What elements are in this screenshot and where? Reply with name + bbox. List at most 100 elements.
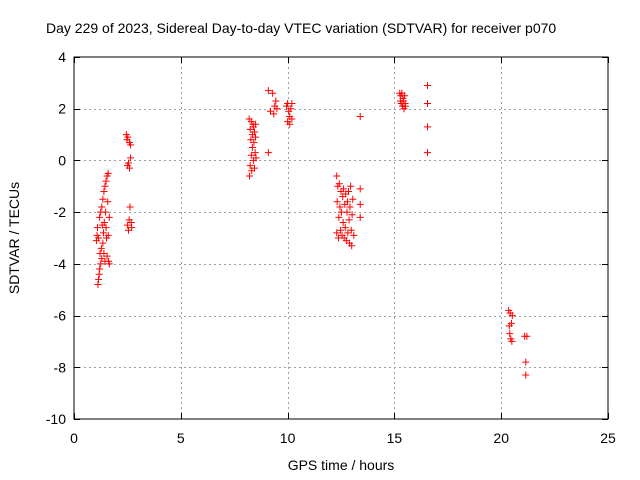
data-point bbox=[126, 164, 134, 172]
data-point bbox=[288, 100, 296, 108]
data-point bbox=[288, 115, 296, 123]
data-point bbox=[424, 81, 432, 89]
y-tick-label: -8 bbox=[54, 359, 67, 375]
data-point bbox=[339, 218, 347, 226]
data-point bbox=[522, 358, 530, 366]
data-point bbox=[124, 133, 132, 141]
data-point bbox=[102, 224, 110, 232]
data-point bbox=[124, 159, 132, 167]
data-point bbox=[335, 213, 343, 221]
data-point bbox=[523, 332, 531, 340]
data-point bbox=[348, 242, 356, 250]
data-point bbox=[345, 216, 353, 224]
data-point bbox=[251, 149, 259, 157]
data-point bbox=[270, 110, 278, 118]
data-point bbox=[250, 164, 258, 172]
data-point bbox=[252, 133, 260, 141]
data-point bbox=[93, 224, 101, 232]
y-ticks: -10 -8 -6 -4 -2 0 2 4 bbox=[46, 49, 608, 427]
data-point bbox=[104, 231, 112, 239]
plot-frame bbox=[73, 56, 609, 420]
data-point bbox=[272, 97, 280, 105]
data-point bbox=[128, 224, 136, 232]
data-point bbox=[269, 89, 277, 97]
data-point bbox=[104, 169, 112, 177]
data-point bbox=[250, 128, 258, 136]
data-point bbox=[356, 185, 364, 193]
data-points bbox=[92, 81, 531, 379]
data-point bbox=[250, 138, 258, 146]
data-point bbox=[104, 198, 112, 206]
data-point bbox=[99, 239, 107, 247]
chart-title: Day 229 of 2023, Sidereal Day-to-day VTE… bbox=[46, 20, 556, 36]
data-point bbox=[105, 213, 113, 221]
data-point bbox=[123, 221, 131, 229]
data-point bbox=[127, 141, 135, 149]
data-point bbox=[252, 120, 260, 128]
data-point bbox=[344, 187, 352, 195]
x-tick-label: 15 bbox=[387, 430, 403, 446]
data-point bbox=[333, 172, 341, 180]
data-point bbox=[506, 330, 514, 338]
x-tick-label: 20 bbox=[493, 430, 509, 446]
data-point bbox=[97, 244, 105, 252]
data-point bbox=[337, 226, 345, 234]
data-point bbox=[252, 154, 260, 162]
data-point bbox=[508, 337, 516, 345]
data-point bbox=[424, 149, 432, 157]
data-point bbox=[94, 281, 102, 289]
data-point bbox=[333, 198, 341, 206]
data-point bbox=[522, 371, 530, 379]
x-tick-label: 10 bbox=[280, 430, 296, 446]
data-point bbox=[349, 195, 357, 203]
data-point bbox=[101, 182, 109, 190]
data-point bbox=[424, 100, 432, 108]
y-tick-label: 0 bbox=[58, 152, 66, 168]
data-point bbox=[348, 211, 356, 219]
data-point bbox=[96, 265, 104, 273]
data-point bbox=[402, 102, 410, 110]
data-point bbox=[97, 260, 105, 268]
data-point bbox=[347, 226, 355, 234]
data-point bbox=[341, 224, 349, 232]
data-point bbox=[287, 105, 295, 113]
data-point bbox=[248, 144, 256, 151]
data-point bbox=[424, 123, 432, 131]
data-point bbox=[264, 87, 272, 95]
y-tick-label: 4 bbox=[58, 49, 66, 65]
data-point bbox=[343, 198, 351, 206]
data-point bbox=[99, 229, 107, 237]
data-point bbox=[95, 234, 103, 242]
data-point bbox=[340, 185, 348, 193]
data-point bbox=[100, 218, 108, 226]
y-tick-label: -4 bbox=[54, 256, 67, 272]
data-point bbox=[356, 213, 364, 221]
data-point bbox=[335, 180, 343, 188]
y-tick-label: -2 bbox=[54, 204, 67, 220]
y-tick-label: -10 bbox=[46, 411, 66, 427]
data-point bbox=[105, 260, 113, 268]
data-point bbox=[102, 208, 110, 216]
x-axis-label: GPS time / hours bbox=[288, 457, 395, 473]
data-point bbox=[103, 252, 111, 260]
data-point bbox=[336, 203, 344, 211]
data-point bbox=[350, 231, 358, 239]
data-point bbox=[96, 213, 104, 221]
data-point bbox=[333, 229, 341, 237]
data-point bbox=[98, 203, 106, 211]
y-tick-label: -6 bbox=[54, 308, 67, 324]
data-point bbox=[347, 182, 355, 190]
data-point bbox=[100, 187, 108, 195]
data-point bbox=[102, 177, 110, 185]
data-point bbox=[95, 275, 103, 283]
data-point bbox=[247, 151, 255, 159]
data-point bbox=[507, 319, 515, 327]
data-point bbox=[127, 154, 135, 162]
data-point bbox=[286, 120, 294, 128]
data-point bbox=[508, 312, 516, 320]
data-point bbox=[264, 149, 272, 157]
y-tick-label: 2 bbox=[58, 101, 66, 117]
x-tick-label: 5 bbox=[177, 430, 185, 446]
data-point bbox=[356, 200, 364, 208]
